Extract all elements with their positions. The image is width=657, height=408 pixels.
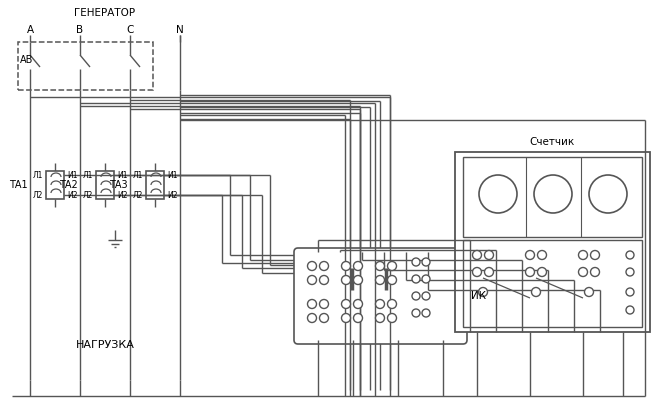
Circle shape [412,258,420,266]
Text: И1: И1 [117,171,127,180]
Bar [463,240,642,327]
Circle shape [388,275,397,284]
Circle shape [626,306,634,314]
Circle shape [342,275,350,284]
Circle shape [585,288,593,297]
Circle shape [472,251,482,259]
Circle shape [591,251,599,259]
Circle shape [484,268,493,277]
Text: Л1: Л1 [33,171,43,180]
Bar [96,171,114,199]
Circle shape [422,275,430,283]
Bar [18,42,153,90]
Text: И1: И1 [167,171,177,180]
Text: ГЕНЕРАТОР: ГЕНЕРАТОР [74,8,135,18]
Circle shape [388,299,397,308]
Circle shape [537,251,547,259]
Circle shape [478,288,487,297]
Circle shape [307,275,317,284]
Circle shape [307,262,317,271]
Circle shape [342,262,350,271]
Circle shape [388,262,397,271]
Text: И2: И2 [117,191,127,200]
Bar [46,171,64,199]
Circle shape [319,262,328,271]
Circle shape [307,313,317,322]
Circle shape [626,288,634,296]
Text: И1: И1 [67,171,78,180]
Circle shape [319,275,328,284]
Text: ТА2: ТА2 [59,180,78,190]
Circle shape [532,288,541,297]
Text: N: N [176,25,184,35]
Circle shape [589,175,627,213]
Circle shape [472,268,482,277]
Circle shape [579,268,587,277]
Text: С: С [126,25,133,35]
Circle shape [376,262,384,271]
Text: И2: И2 [167,191,177,200]
Circle shape [353,262,363,271]
Circle shape [376,275,384,284]
Circle shape [412,309,420,317]
Text: Счетчик: Счетчик [530,137,575,147]
Text: ИК: ИК [471,291,486,301]
Circle shape [422,292,430,300]
Circle shape [319,299,328,308]
Circle shape [422,309,430,317]
Circle shape [353,299,363,308]
Text: Л1: Л1 [83,171,93,180]
Bar [463,157,642,237]
Circle shape [307,299,317,308]
Circle shape [342,299,350,308]
Circle shape [579,251,587,259]
Text: Л2: Л2 [33,191,43,200]
Text: АВ: АВ [20,55,34,65]
Circle shape [412,292,420,300]
Text: Л1: Л1 [133,171,143,180]
Circle shape [591,268,599,277]
Text: ТА3: ТА3 [109,180,128,190]
Circle shape [422,258,430,266]
Circle shape [319,313,328,322]
Circle shape [479,175,517,213]
Text: ТА1: ТА1 [9,180,28,190]
Circle shape [526,268,535,277]
Circle shape [484,251,493,259]
Text: А: А [26,25,34,35]
Circle shape [388,313,397,322]
Circle shape [376,299,384,308]
Text: И2: И2 [67,191,78,200]
Bar [455,152,650,332]
Circle shape [412,275,420,283]
Circle shape [353,275,363,284]
Text: Л2: Л2 [83,191,93,200]
Circle shape [626,251,634,259]
Circle shape [626,268,634,276]
Text: Л2: Л2 [133,191,143,200]
Text: В: В [76,25,83,35]
Circle shape [537,268,547,277]
Text: НАГРУЗКА: НАГРУЗКА [76,340,135,350]
Circle shape [376,313,384,322]
Circle shape [534,175,572,213]
Circle shape [353,313,363,322]
FancyBboxPatch shape [294,248,467,344]
Circle shape [526,251,535,259]
Circle shape [342,313,350,322]
Bar [146,171,164,199]
